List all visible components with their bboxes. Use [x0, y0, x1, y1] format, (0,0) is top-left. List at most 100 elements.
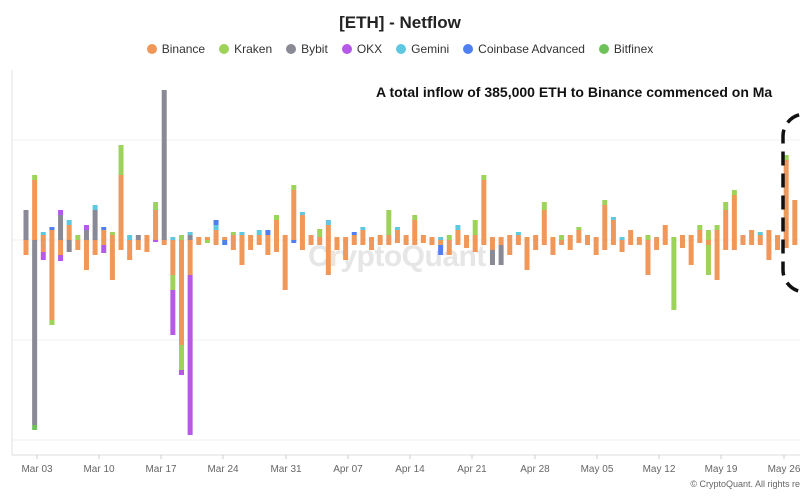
bar-segment-binance[interactable] [489, 240, 495, 250]
bar-mar-05[interactable] [58, 210, 64, 261]
bar-segment-gemini[interactable] [438, 237, 444, 240]
bar-may-12[interactable] [645, 235, 651, 275]
bar-may-02[interactable] [559, 235, 565, 245]
bar-segment-binance[interactable] [256, 235, 262, 240]
bar-segment-binance[interactable] [412, 220, 418, 240]
bar-segment-coinbase-advanced[interactable] [351, 232, 357, 235]
bar-segment-binance[interactable] [23, 240, 29, 255]
bar-segment-kraken[interactable] [731, 190, 737, 195]
bar-may-21[interactable] [723, 202, 729, 250]
bar-segment-binance[interactable] [248, 240, 254, 250]
bar-may-26[interactable] [766, 230, 772, 260]
bar-segment-binance[interactable] [369, 240, 375, 250]
bar-segment-binance[interactable] [576, 230, 582, 240]
bar-segment-binance[interactable] [550, 237, 556, 240]
bar-segment-binance[interactable] [515, 235, 521, 240]
bar-segment-gemini[interactable] [256, 230, 262, 235]
bar-may-05[interactable] [584, 235, 590, 245]
bar-segment-binance[interactable] [325, 225, 331, 240]
bar-segment-binance[interactable] [429, 237, 435, 240]
bar-segment-binance[interactable] [274, 240, 280, 252]
bar-segment-binance[interactable] [40, 235, 46, 240]
bar-mar-27[interactable] [248, 235, 254, 250]
bar-may-17[interactable] [688, 235, 694, 265]
bar-segment-binance[interactable] [472, 240, 478, 252]
bar-segment-binance[interactable] [498, 240, 504, 245]
bar-may-13[interactable] [654, 237, 660, 250]
bar-segment-binance[interactable] [127, 240, 133, 260]
bar-segment-binance[interactable] [101, 230, 107, 240]
bar-segment-binance[interactable] [628, 230, 634, 240]
legend-item-bitfinex[interactable]: Bitfinex [598, 42, 653, 56]
bar-segment-kraken[interactable] [783, 155, 789, 160]
bar-segment-coinbase-advanced[interactable] [265, 230, 271, 235]
bar-segment-kraken[interactable] [472, 220, 478, 235]
bar-segment-binance[interactable] [213, 230, 219, 240]
bar-segment-kraken[interactable] [714, 225, 720, 230]
bar-segment-binance[interactable] [472, 235, 478, 240]
bar-segment-binance[interactable] [680, 240, 686, 248]
bar-segment-binance[interactable] [325, 240, 331, 275]
bar-apr-14[interactable] [403, 235, 409, 245]
bar-segment-bybit[interactable] [66, 240, 72, 252]
bar-segment-gemini[interactable] [325, 220, 331, 225]
bar-segment-binance[interactable] [161, 240, 167, 245]
bar-segment-bybit[interactable] [92, 210, 98, 240]
bar-segment-kraken[interactable] [705, 245, 711, 275]
legend-item-kraken[interactable]: Kraken [219, 42, 272, 56]
bar-segment-binance[interactable] [360, 240, 366, 245]
bar-segment-coinbase-advanced[interactable] [222, 240, 228, 245]
bar-segment-bitfinex[interactable] [32, 425, 38, 430]
bar-segment-binance[interactable] [230, 240, 236, 250]
bar-segment-binance[interactable] [369, 237, 375, 240]
bar-segment-binance[interactable] [291, 190, 297, 240]
bar-segment-binance[interactable] [32, 180, 38, 240]
bar-mar-19[interactable] [178, 235, 184, 375]
bar-segment-kraken[interactable] [671, 240, 677, 310]
bar-segment-binance[interactable] [377, 235, 383, 240]
bar-may-11[interactable] [636, 237, 642, 245]
bar-segment-binance[interactable] [265, 235, 271, 240]
bar-segment-binance[interactable] [213, 240, 219, 245]
bar-segment-binance[interactable] [541, 210, 547, 240]
bar-apr-22[interactable] [472, 220, 478, 252]
bar-segment-gemini[interactable] [394, 227, 400, 230]
bar-segment-binance[interactable] [282, 235, 288, 240]
bar-apr-10[interactable] [369, 237, 375, 250]
bar-segment-okx[interactable] [101, 245, 107, 253]
bar-may-19[interactable] [705, 230, 711, 275]
bar-segment-binance[interactable] [118, 240, 124, 250]
bar-mar-14[interactable] [135, 235, 141, 250]
bar-segment-binance[interactable] [550, 240, 556, 255]
bar-apr-06[interactable] [334, 237, 340, 250]
bar-segment-binance[interactable] [636, 240, 642, 245]
bar-segment-binance[interactable] [775, 235, 781, 240]
bar-segment-bybit[interactable] [135, 235, 141, 240]
legend-item-gemini[interactable]: Gemini [396, 42, 449, 56]
bar-segment-binance[interactable] [524, 240, 530, 270]
bar-segment-binance[interactable] [187, 240, 193, 275]
bar-may-28[interactable] [783, 155, 789, 248]
bar-mar-29[interactable] [265, 230, 271, 255]
bar-segment-binance[interactable] [455, 230, 461, 240]
bar-segment-binance[interactable] [524, 237, 530, 240]
bar-segment-kraken[interactable] [230, 232, 236, 235]
bar-segment-kraken[interactable] [602, 200, 608, 205]
bar-segment-kraken[interactable] [705, 230, 711, 240]
bar-segment-binance[interactable] [204, 237, 210, 240]
bar-segment-kraken[interactable] [645, 235, 651, 240]
bar-segment-binance[interactable] [144, 240, 150, 252]
bar-segment-binance[interactable] [464, 235, 470, 240]
bar-segment-kraken[interactable] [109, 232, 115, 235]
bar-segment-kraken[interactable] [541, 202, 547, 210]
bar-segment-bybit[interactable] [187, 235, 193, 240]
bar-mar-06[interactable] [66, 220, 72, 252]
bar-segment-binance[interactable] [317, 237, 323, 240]
bar-segment-coinbase-advanced[interactable] [213, 220, 219, 225]
bar-segment-binance[interactable] [610, 240, 616, 245]
bar-segment-binance[interactable] [455, 240, 461, 245]
bar-mar-04[interactable] [49, 227, 55, 325]
bar-segment-binance[interactable] [567, 235, 573, 240]
bar-segment-binance[interactable] [792, 240, 798, 245]
bar-segment-binance[interactable] [420, 235, 426, 240]
